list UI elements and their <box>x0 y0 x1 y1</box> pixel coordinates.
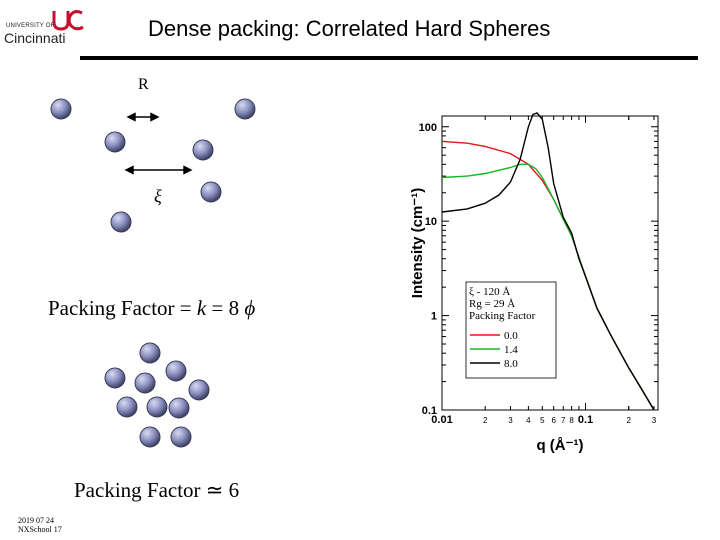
sphere <box>104 131 126 153</box>
r-arrow <box>126 112 160 122</box>
sphere <box>188 379 210 401</box>
legend-entry: 0.0 <box>504 330 518 342</box>
sphere <box>139 342 161 364</box>
logo-name: Cincinnati <box>4 30 66 46</box>
legend-entry: 8.0 <box>504 358 518 370</box>
sphere <box>116 396 138 418</box>
sphere <box>104 367 126 389</box>
x-tick-label: 3 <box>508 416 513 425</box>
x-tick-label: 5 <box>540 416 545 425</box>
x-tick-label: 7 <box>561 416 566 425</box>
sphere <box>168 397 190 419</box>
sphere <box>139 426 161 448</box>
university-logo: UNIVERSITY OF Cincinnati <box>4 8 86 48</box>
packing-phi: ϕ <box>244 296 256 320</box>
x-tick-label: 8 <box>569 416 574 425</box>
x-tick-label: 0.1 <box>578 414 593 426</box>
y-tick-label: 100 <box>419 122 437 134</box>
legend-line: Packing Factor <box>469 310 536 322</box>
x-tick-label: 2 <box>626 416 631 425</box>
x-axis-label: q (Å⁻¹) <box>536 437 583 454</box>
slide-title: Dense packing: Correlated Hard Spheres <box>148 16 551 41</box>
packing-rest: = 8 <box>206 296 245 320</box>
x-tick-label: 6 <box>551 416 556 425</box>
x-tick-label: 2 <box>483 416 488 425</box>
sphere <box>110 211 132 233</box>
packing-prefix: Packing Factor = <box>48 296 197 320</box>
sphere <box>134 372 156 394</box>
sphere <box>50 98 72 120</box>
sphere <box>192 139 214 161</box>
x-tick-label: 4 <box>526 416 531 425</box>
y-tick-label: 1 <box>431 311 437 323</box>
legend-entry: 1.4 <box>504 344 518 356</box>
sphere <box>234 98 256 120</box>
dense-spheres <box>104 342 210 448</box>
sphere <box>170 426 192 448</box>
legend-line: ξ - 120 Å <box>469 286 510 298</box>
sphere <box>200 181 222 203</box>
dilute-spheres <box>50 98 256 233</box>
y-axis-label: Intensity (cm⁻¹) <box>409 188 426 298</box>
r-label: R <box>138 76 149 93</box>
intensity-chart: 0.01 2 3 4 5 6 7 8 0.1 2 3 100 10 1 0.1 q (Å⁻¹) Intensit… <box>409 112 659 454</box>
title-rule <box>80 56 698 60</box>
footer-event: NXSchool 17 <box>18 525 62 534</box>
sphere <box>165 360 187 382</box>
footer-date: 2019 07 24 <box>18 516 54 525</box>
legend-line: Rg = 29 Å <box>469 298 515 310</box>
footer: 2019 07 24 NXSchool 17 <box>18 516 62 534</box>
x-tick-label: 3 <box>652 416 657 425</box>
packing-factor-dilute: Packing Factor = k = 8 ϕ <box>48 296 255 321</box>
legend-box <box>465 281 557 379</box>
logo-small-text: UNIVERSITY OF <box>6 23 55 29</box>
sphere <box>146 396 168 418</box>
xi-arrow <box>124 165 193 175</box>
y-tick-label: 0.1 <box>422 405 437 417</box>
xi-label: ξ <box>154 186 162 206</box>
packing-factor-dense: Packing Factor ≃ 6 <box>74 478 240 502</box>
series-line-8.0 <box>441 112 655 411</box>
packing-k: k <box>196 296 207 320</box>
uc-logo-icon <box>52 10 84 31</box>
x-tick-label: 0.01 <box>431 414 452 426</box>
y-tick-label: 10 <box>425 216 437 228</box>
